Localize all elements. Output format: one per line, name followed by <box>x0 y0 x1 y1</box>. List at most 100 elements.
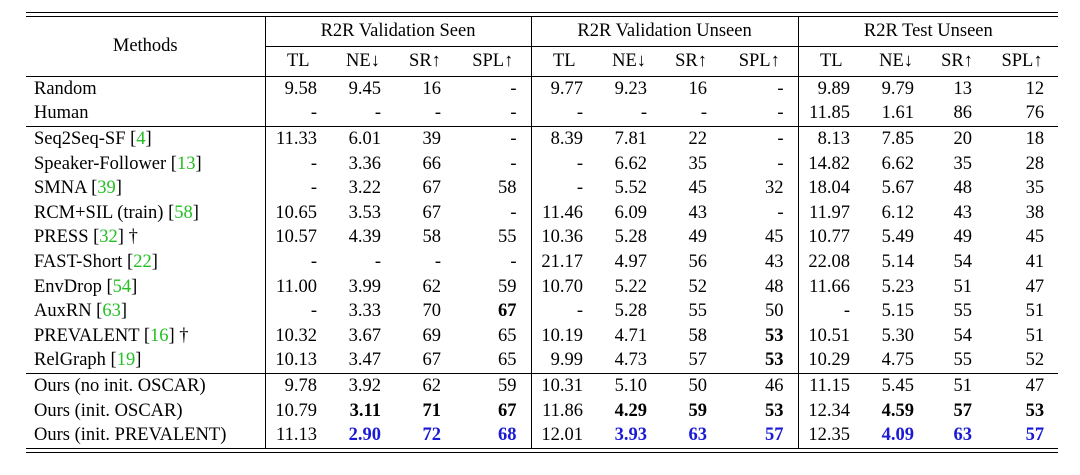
citation: 63 <box>102 301 121 322</box>
value-cell: 54 <box>953 325 973 346</box>
value-cell: 51 <box>1025 301 1045 322</box>
value-cell: 6.09 <box>614 202 648 223</box>
value-cell: 3.36 <box>348 153 381 174</box>
value-cell: 18.04 <box>808 178 851 199</box>
value-cell: 72 <box>422 425 442 446</box>
value-cell: 3.11 <box>349 400 381 421</box>
method-cell: RelGraph [19] <box>26 348 266 374</box>
value-cell: 50 <box>721 299 799 324</box>
value-cell: - <box>455 151 532 177</box>
value-cell: 5.52 <box>614 178 648 199</box>
value-cell: 50 <box>661 373 722 399</box>
value-cell: 49 <box>953 227 973 248</box>
method-text: PREVALENT [ <box>34 325 150 346</box>
value-cell: 12.34 <box>808 400 851 421</box>
value-cell: - <box>721 101 799 127</box>
value-cell: 67 <box>455 398 532 424</box>
value-cell: 58 <box>455 176 532 201</box>
value-cell: 67 <box>422 350 442 371</box>
group-title: R2R Validation Seen <box>265 16 532 47</box>
value-cell: - <box>640 103 648 124</box>
value-cell: 9.79 <box>881 78 915 99</box>
method-text: SMNA [ <box>34 178 98 199</box>
value-cell: 59 <box>455 274 532 300</box>
value-cell: 35 <box>953 153 973 174</box>
value-cell: 10.77 <box>808 227 851 248</box>
value-cell: 53 <box>721 398 799 424</box>
value-cell: - <box>843 301 851 322</box>
value-cell: 5.14 <box>881 251 915 272</box>
value-cell: 16 <box>688 78 708 99</box>
citation: 54 <box>112 276 132 297</box>
value-cell: 38 <box>1025 202 1045 223</box>
method-text: RCM+SIL (train) [ <box>34 202 175 223</box>
method-cell: Human <box>26 101 266 127</box>
group-title: R2R Test Unseen <box>798 16 1059 47</box>
value-cell: - <box>310 153 317 174</box>
value-cell: 11.97 <box>809 202 851 223</box>
value-cell: 5.67 <box>881 178 915 199</box>
value-cell: 11.00 <box>276 276 317 297</box>
table-row: EnvDrop [54] 11.00 3.99 62 59 10.70 5.22 52 48 11… <box>26 274 1058 300</box>
column-header: NE↓ <box>864 46 929 77</box>
value-cell: 48 <box>721 274 799 300</box>
method-cell: FAST-Short [22] <box>26 250 266 275</box>
value-cell: 45 <box>1025 227 1045 248</box>
value-cell: 16 <box>422 78 442 99</box>
value-cell: 10.19 <box>541 325 584 346</box>
citation: 39 <box>97 178 116 199</box>
table-row: Random 9.58 9.45 16-9.77 9.23 16-9.89 9.79 13 12 <box>26 76 1058 102</box>
method-cell: PRESS [32] † <box>26 225 266 251</box>
method-text: ] <box>115 178 122 199</box>
citation: 4 <box>136 128 146 149</box>
column-header: NE↓ <box>331 46 395 77</box>
value-cell: 11.33 <box>265 126 331 152</box>
column-header: NE↓ <box>597 46 662 77</box>
value-cell: 3.99 <box>348 276 381 297</box>
value-cell: 5.23 <box>881 276 915 297</box>
method-text: ] <box>192 202 199 223</box>
value-cell: 53 <box>1025 400 1045 421</box>
citation: 22 <box>133 251 152 272</box>
value-cell: - <box>310 103 317 124</box>
value-cell: 5.30 <box>881 325 915 346</box>
method-text: FAST-Short [ <box>34 251 134 272</box>
value-cell: 10.13 <box>275 350 317 371</box>
value-cell: 57 <box>1025 425 1045 446</box>
value-cell: 43 <box>953 202 973 223</box>
value-cell: 11.66 <box>809 276 851 297</box>
value-cell: - <box>374 103 381 124</box>
citation: 19 <box>116 350 136 371</box>
value-cell: 9.89 <box>817 78 851 99</box>
value-cell: 47 <box>1025 276 1045 297</box>
value-cell: 10.31 <box>531 373 598 399</box>
table-row: Human - - - - - - - -11.85 1.61 86 76 <box>26 101 1058 127</box>
column-header: SPL↑ <box>986 46 1059 77</box>
column-header: TL <box>798 46 865 77</box>
value-cell: 48 <box>953 178 973 199</box>
subheader-row: TL NE↓ SR↑ SPL↑ TL NE↓ SR↑ SPL↑ TL NE↓ SR↑ SPL↑ <box>26 46 1059 77</box>
group-title: R2R Validation Unseen <box>531 16 799 47</box>
value-cell: 11.13 <box>276 425 317 446</box>
value-cell: - <box>576 178 584 199</box>
value-cell: 43 <box>721 250 799 275</box>
value-cell: 63 <box>688 425 708 446</box>
value-cell: 7.81 <box>597 126 662 152</box>
value-cell: 86 <box>953 103 973 124</box>
value-cell: - <box>374 251 381 272</box>
value-cell: - <box>700 103 708 124</box>
method-cell: Random <box>26 76 266 102</box>
value-cell: - <box>434 103 441 124</box>
value-cell: 4.71 <box>614 325 648 346</box>
value-cell: - <box>721 126 799 152</box>
method-text: ] † <box>117 227 138 248</box>
value-cell: 10.29 <box>808 350 851 371</box>
table-frame: Methods R2R Validation Seen R2R Validation… <box>26 12 1059 453</box>
method-text: Speaker-Follower [ <box>34 153 177 174</box>
table-row: PRESS [32] † 10.57 4.39 58 55 10.36 5.28 49 45 10… <box>26 225 1058 251</box>
value-cell: 71 <box>422 400 442 421</box>
citation: 58 <box>174 202 193 223</box>
value-cell: 57 <box>721 423 799 449</box>
table-row: RCM+SIL (train) [58] 10.65 3.53 67-11.46 6.0… <box>26 200 1058 226</box>
value-cell: - <box>310 178 317 199</box>
